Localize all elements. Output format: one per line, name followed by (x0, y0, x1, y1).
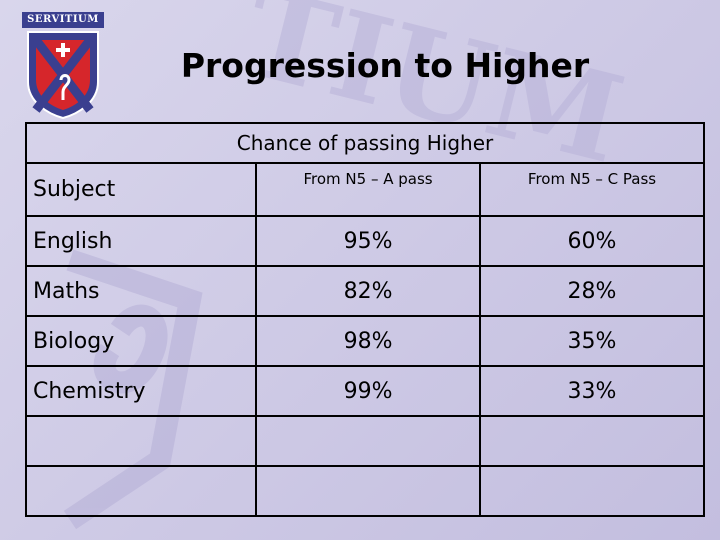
table-header-row: Subject From N5 – A pass From N5 – C Pas… (24, 162, 705, 217)
c-pass-cell: 60% (479, 215, 705, 267)
a-pass-cell: 95% (255, 215, 482, 267)
progression-table: Chance of passing Higher Subject From N5… (24, 122, 705, 517)
c-pass-cell: 28% (479, 265, 705, 317)
subject-column-header: Subject (24, 162, 258, 217)
table-row: Biology 98% 35% (24, 315, 705, 367)
c-pass-column-header: From N5 – C Pass (479, 162, 705, 217)
page-title: Progression to Higher (180, 46, 590, 85)
table-row: English 95% 60% (24, 215, 705, 267)
a-pass-cell: 82% (255, 265, 482, 317)
subject-cell: Biology (24, 315, 258, 367)
c-pass-cell: 35% (479, 315, 705, 367)
table-row: Chemistry 99% 33% (24, 365, 705, 417)
table-caption-row: Chance of passing Higher (25, 122, 705, 164)
school-crest-logo: SERVITIUM (22, 12, 104, 120)
subject-cell: Maths (24, 265, 258, 317)
empty-cell (479, 415, 705, 467)
a-pass-cell: 98% (255, 315, 482, 367)
subject-cell: English (24, 215, 258, 267)
empty-cell (24, 415, 258, 467)
empty-cell (479, 465, 705, 517)
table-row: Maths 82% 28% (24, 265, 705, 317)
shield-icon (27, 31, 99, 120)
empty-cell (255, 415, 482, 467)
empty-table-row (24, 415, 705, 467)
a-pass-column-header: From N5 – A pass (255, 162, 482, 217)
a-pass-cell: 99% (255, 365, 482, 417)
empty-table-row (24, 465, 705, 517)
empty-cell (255, 465, 482, 517)
table-caption: Chance of passing Higher (25, 122, 705, 164)
subject-cell: Chemistry (24, 365, 258, 417)
logo-wordmark: SERVITIUM (22, 12, 104, 28)
c-pass-cell: 33% (479, 365, 705, 417)
empty-cell (24, 465, 258, 517)
